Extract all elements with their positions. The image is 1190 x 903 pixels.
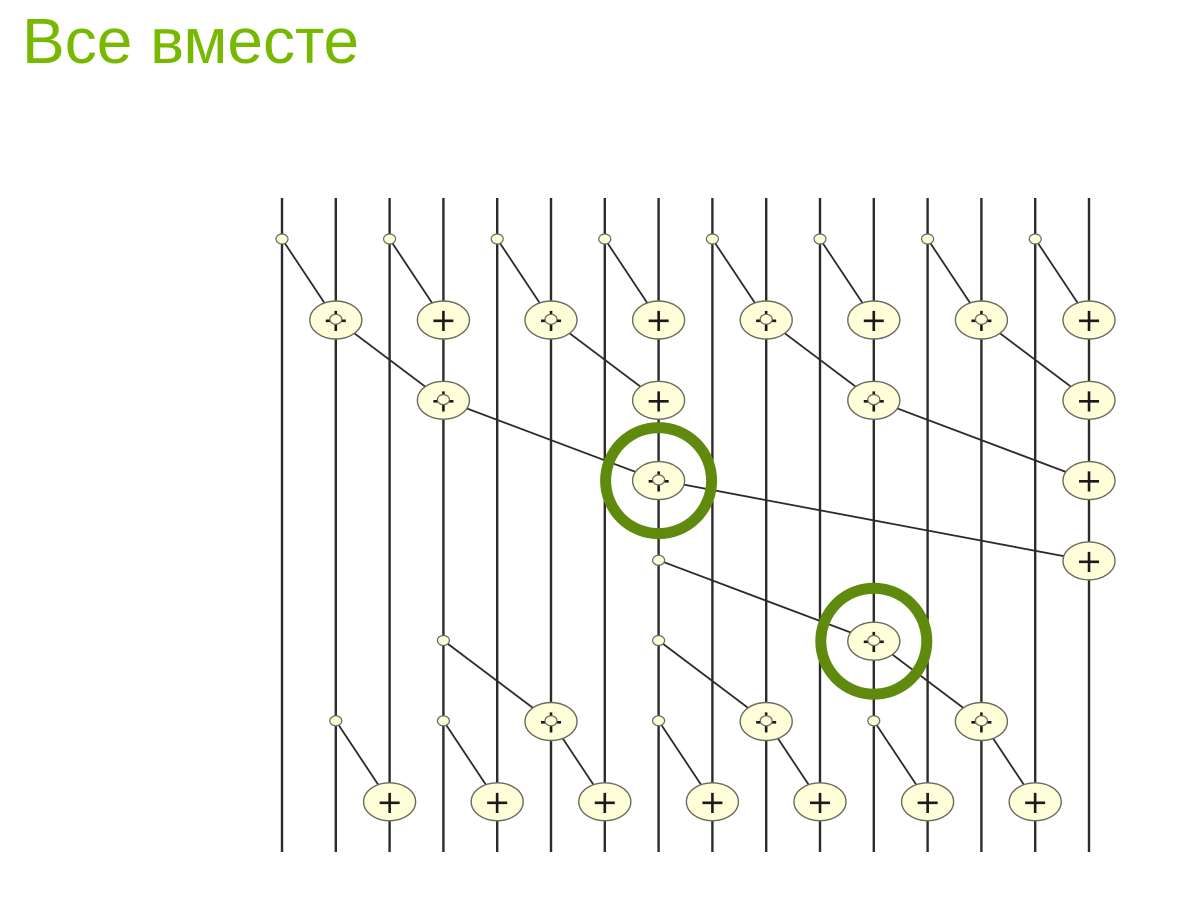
edge-2-3-7: [443, 398, 659, 482]
plus-symbol: +: [807, 783, 834, 821]
plus-symbol: +: [1076, 542, 1103, 580]
plus-node: +: [362, 782, 417, 822]
source-dot: [867, 715, 881, 727]
plus-node: +: [631, 300, 686, 340]
source-dot: [759, 715, 773, 727]
plus-node: +: [793, 782, 847, 822]
plus-symbol: +: [376, 783, 403, 821]
plus-node: +: [1062, 300, 1116, 340]
plus-symbol: +: [1022, 783, 1049, 821]
source-dot: [436, 634, 450, 647]
source-dot: [867, 634, 881, 647]
plus-symbol: +: [914, 783, 941, 821]
plus-node: +: [685, 782, 740, 822]
plus-node: +: [578, 782, 632, 822]
source-dot: [1028, 233, 1042, 245]
source-dot: [759, 313, 773, 325]
plus-symbol: +: [1076, 381, 1103, 419]
source-dot: [436, 394, 450, 406]
source-dot: [598, 233, 612, 245]
edge-2-11-15: [873, 398, 1090, 482]
edge-4-7-11: [658, 559, 875, 643]
source-dot: [544, 313, 558, 325]
source-dot: [974, 715, 989, 727]
plus-node: +: [847, 300, 901, 340]
plus-node: +: [1062, 380, 1116, 420]
source-dot: [544, 715, 558, 727]
plus-symbol: +: [699, 783, 726, 821]
plus-node: +: [847, 621, 901, 661]
plus-symbol: +: [484, 783, 511, 821]
plus-symbol: +: [430, 301, 457, 339]
plus-node: +: [416, 300, 471, 340]
source-dot: [651, 715, 666, 727]
plus-symbol: +: [645, 301, 672, 339]
source-dot: [436, 715, 450, 727]
source-dot: [867, 394, 881, 406]
plus-symbol: +: [645, 381, 672, 419]
highlight-rings: [600, 422, 933, 700]
plus-node: +: [900, 782, 955, 822]
source-dot: [813, 233, 827, 245]
edge-3-7-15: [658, 479, 1090, 562]
source-dot: [651, 634, 666, 647]
source-dot: [329, 715, 343, 727]
plus-symbol: +: [591, 783, 618, 821]
plus-symbol: +: [1076, 301, 1103, 339]
source-dot: [974, 313, 989, 325]
plus-node: +: [1008, 782, 1062, 822]
source-dot: [383, 233, 397, 245]
plus-node: +: [1062, 541, 1116, 581]
source-dot: [651, 474, 666, 486]
source-dot: [329, 313, 343, 325]
source-dot: [920, 233, 935, 245]
highlight-ring-1: [815, 582, 933, 700]
source-dot: [275, 233, 289, 245]
source-dot: [705, 233, 720, 245]
plus-node: +: [470, 782, 524, 822]
operation-nodes: ++++++++++++++++++++++++++: [275, 233, 1116, 822]
slide-title: Все вместе: [22, 5, 360, 77]
highlight-ring-0: [600, 422, 718, 540]
plus-node: +: [631, 380, 686, 420]
plus-symbol: +: [1076, 462, 1103, 500]
plus-symbol: +: [860, 301, 887, 339]
source-dot: [651, 554, 666, 566]
source-dot: [490, 233, 504, 245]
plus-node: +: [1062, 460, 1116, 501]
